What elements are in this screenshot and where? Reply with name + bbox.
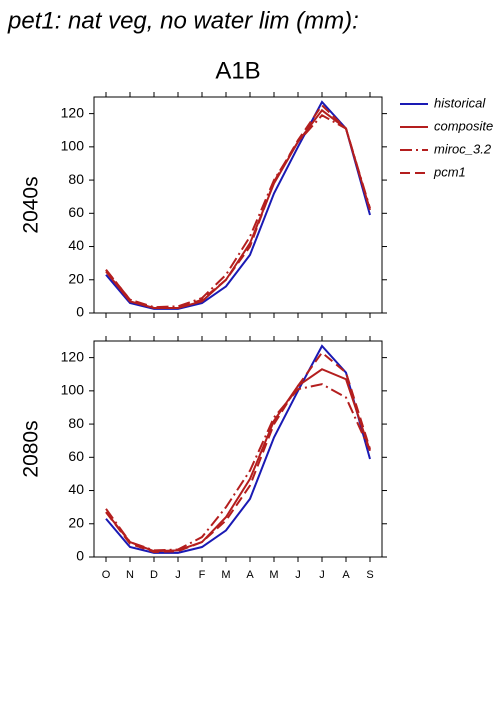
y-tick-label: 0 bbox=[76, 304, 84, 320]
y-tick-label: 120 bbox=[61, 104, 85, 120]
legend-label: composite bbox=[434, 118, 493, 133]
series-line bbox=[105, 344, 371, 554]
legend-label: historical bbox=[434, 95, 486, 110]
series-line bbox=[105, 351, 371, 554]
plot-frame bbox=[93, 340, 383, 558]
x-tick-label: J bbox=[295, 569, 301, 581]
series-line bbox=[105, 103, 371, 310]
x-tick-label: A bbox=[246, 569, 254, 581]
x-tick-label: S bbox=[366, 569, 373, 581]
legend-label: pcm1 bbox=[433, 164, 466, 179]
series-line bbox=[105, 100, 371, 310]
chart-title: pet1: nat veg, no water lim (mm): bbox=[7, 7, 359, 34]
series-line bbox=[105, 114, 371, 309]
y-tick-label: 40 bbox=[68, 481, 84, 497]
chart-subtitle: A1B bbox=[215, 57, 260, 84]
y-tick-label: 100 bbox=[61, 138, 85, 154]
y-tick-label: 80 bbox=[68, 415, 84, 431]
y-tick-label: 120 bbox=[61, 348, 85, 364]
x-tick-label: A bbox=[342, 569, 350, 581]
y-axis-label: 2080s bbox=[20, 420, 43, 477]
y-tick-label: 100 bbox=[61, 382, 85, 398]
x-tick-label: N bbox=[126, 569, 134, 581]
y-tick-label: 60 bbox=[68, 204, 84, 220]
series-line bbox=[105, 383, 371, 552]
x-tick-label: F bbox=[199, 569, 206, 581]
series-line bbox=[105, 368, 371, 553]
x-tick-label: J bbox=[319, 569, 325, 581]
y-tick-label: 80 bbox=[68, 171, 84, 187]
y-tick-label: 0 bbox=[76, 548, 84, 564]
x-tick-label: O bbox=[102, 569, 111, 581]
series-line bbox=[105, 108, 371, 310]
y-tick-label: 20 bbox=[68, 514, 84, 530]
x-tick-label: M bbox=[221, 569, 230, 581]
y-tick-label: 20 bbox=[68, 270, 84, 286]
y-axis-label: 2040s bbox=[20, 176, 43, 233]
legend-label: miroc_3.2 bbox=[434, 141, 492, 156]
y-tick-label: 40 bbox=[68, 237, 84, 253]
y-tick-label: 60 bbox=[68, 448, 84, 464]
x-tick-label: J bbox=[175, 569, 181, 581]
x-tick-label: M bbox=[269, 569, 278, 581]
plot-frame bbox=[93, 96, 383, 314]
x-tick-label: D bbox=[150, 569, 158, 581]
